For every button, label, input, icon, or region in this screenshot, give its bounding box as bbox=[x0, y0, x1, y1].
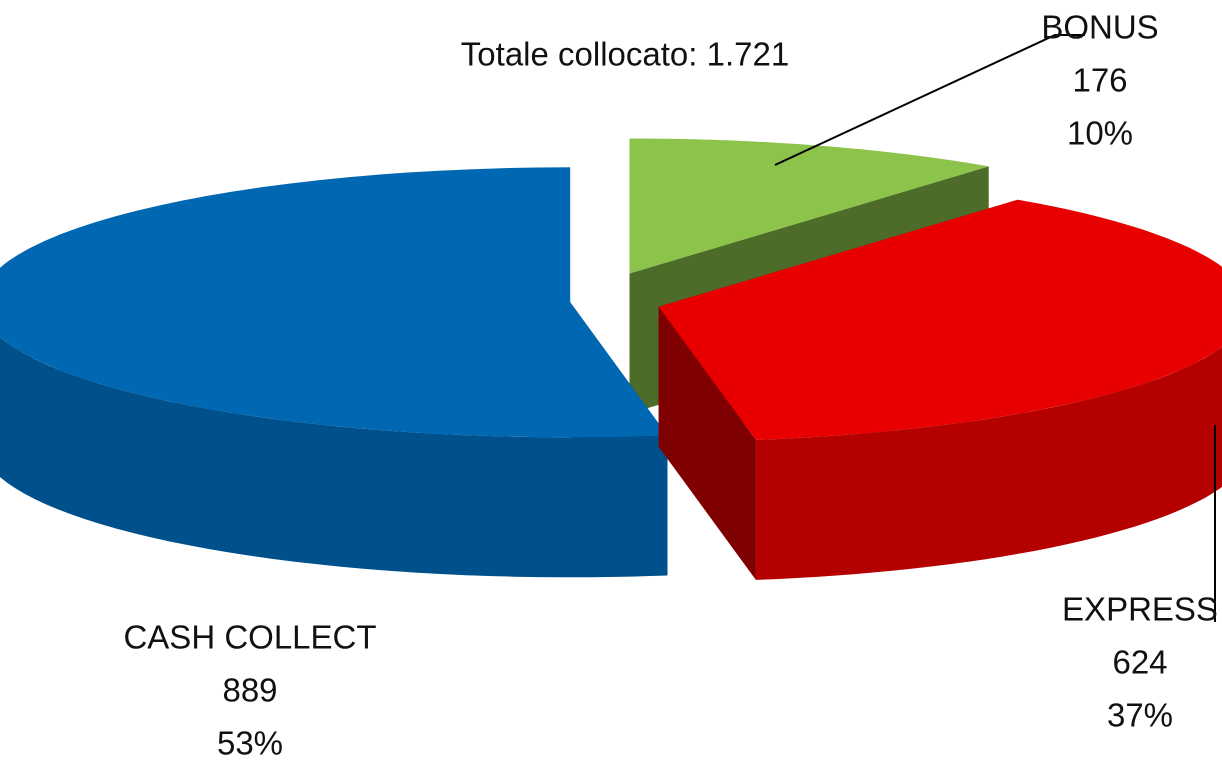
data-label-name: EXPRESS bbox=[1062, 591, 1218, 628]
data-label-percent: 10% bbox=[1067, 115, 1133, 152]
data-label-value: 176 bbox=[1072, 62, 1127, 99]
chart-title: Totale collocato: 1.721 bbox=[461, 36, 789, 73]
slice bbox=[658, 199, 1222, 580]
slice-side bbox=[755, 346, 1222, 580]
slice-side-shade bbox=[0, 337, 668, 578]
data-label-name: BONUS bbox=[1041, 9, 1158, 46]
data-label-percent: 37% bbox=[1107, 697, 1173, 734]
data-label-value: 624 bbox=[1112, 644, 1167, 681]
slice-wall-shade bbox=[658, 306, 756, 580]
slice-top bbox=[658, 199, 1222, 440]
data-label-name: CASH COLLECT bbox=[123, 619, 376, 656]
slice-top bbox=[0, 167, 668, 438]
leader-line bbox=[774, 34, 1085, 166]
data-label-value: 889 bbox=[222, 672, 277, 709]
data-label-percent: 53% bbox=[217, 725, 283, 762]
slice-side bbox=[0, 337, 668, 578]
slice-side-shade bbox=[755, 346, 1222, 580]
slice-top bbox=[629, 138, 989, 274]
slice-wall bbox=[658, 306, 756, 580]
slice bbox=[0, 167, 668, 578]
